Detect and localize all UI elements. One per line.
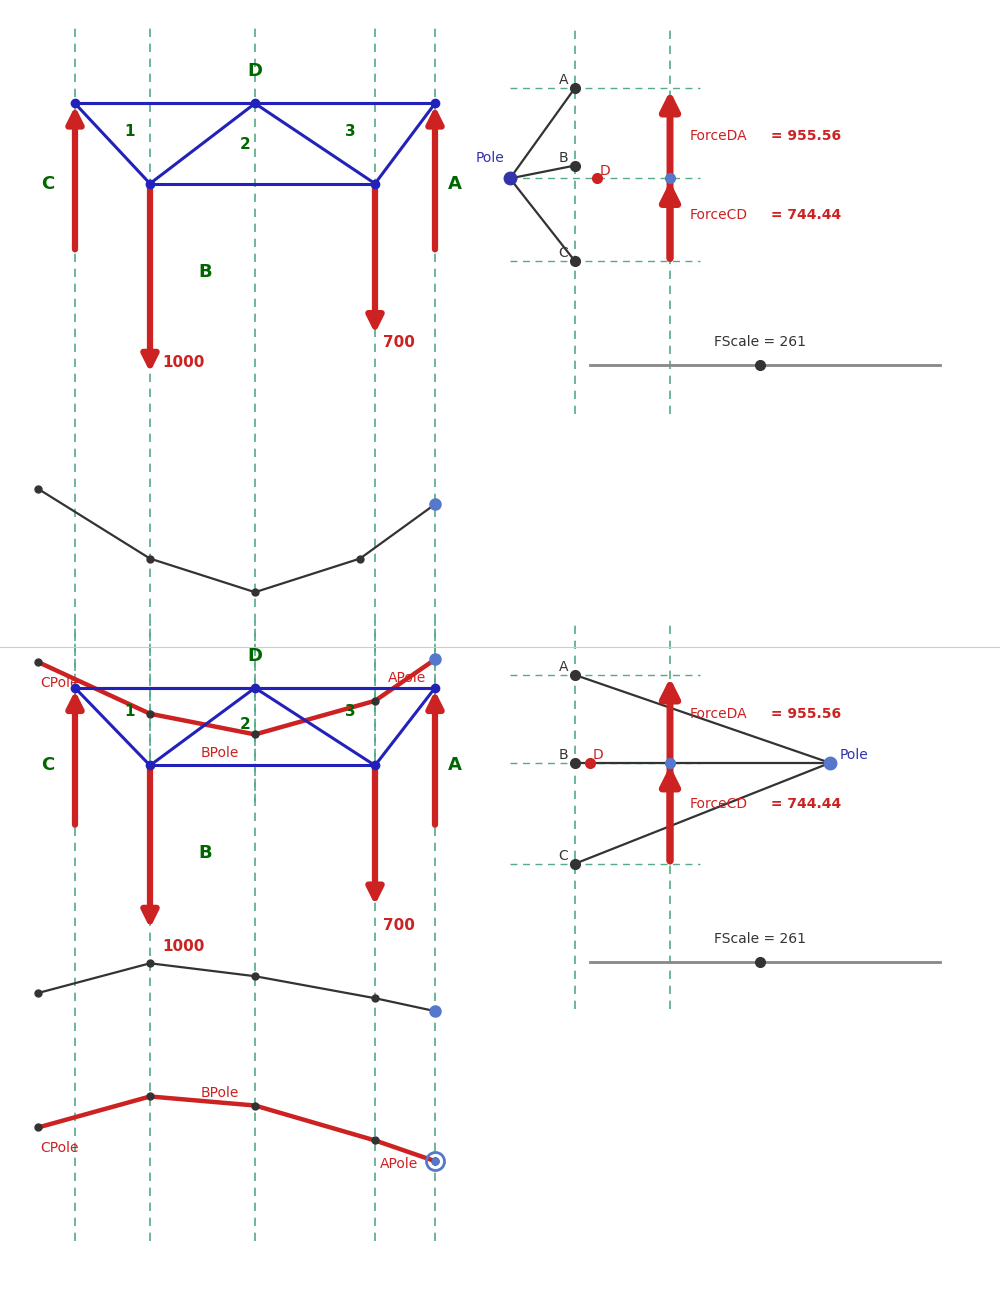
Text: B: B — [558, 749, 568, 762]
Text: BPole: BPole — [201, 746, 239, 759]
Text: = 744.44: = 744.44 — [766, 798, 841, 811]
Text: D: D — [593, 749, 604, 762]
Text: B: B — [198, 262, 212, 281]
Text: ForceCD: ForceCD — [690, 208, 748, 221]
Text: FScale = 261: FScale = 261 — [714, 932, 806, 946]
Text: 1000: 1000 — [162, 354, 204, 370]
Text: ForceDA: ForceDA — [690, 707, 748, 720]
Text: 1: 1 — [125, 124, 135, 140]
Text: Pole: Pole — [840, 749, 869, 762]
Text: B: B — [558, 151, 568, 164]
Text: D: D — [600, 164, 611, 177]
Text: A: A — [448, 756, 462, 775]
Text: BPole: BPole — [201, 1086, 239, 1099]
Text: APole: APole — [388, 671, 426, 684]
Text: CPole: CPole — [40, 676, 78, 689]
Text: D: D — [248, 646, 262, 665]
Text: APole: APole — [380, 1157, 418, 1170]
Text: D: D — [248, 62, 262, 80]
Text: A: A — [558, 74, 568, 87]
Text: C: C — [41, 175, 55, 193]
Text: 700: 700 — [383, 918, 415, 934]
Text: ForceDA: ForceDA — [690, 129, 748, 142]
Text: 1: 1 — [125, 703, 135, 719]
Text: Pole: Pole — [475, 151, 504, 164]
Text: A: A — [558, 661, 568, 674]
Text: 2: 2 — [240, 137, 250, 153]
Text: CPole: CPole — [40, 1142, 78, 1155]
Text: 700: 700 — [383, 335, 415, 350]
Text: = 955.56: = 955.56 — [766, 707, 841, 720]
Text: C: C — [558, 850, 568, 862]
Text: C: C — [558, 247, 568, 260]
Text: A: A — [448, 175, 462, 193]
Text: = 955.56: = 955.56 — [766, 129, 841, 142]
Text: C: C — [41, 756, 55, 775]
Text: ForceCD: ForceCD — [690, 798, 748, 811]
Text: 1000: 1000 — [162, 939, 204, 954]
Text: = 744.44: = 744.44 — [766, 208, 841, 221]
Text: B: B — [198, 844, 212, 862]
Text: 2: 2 — [240, 716, 250, 732]
Text: 3: 3 — [345, 703, 355, 719]
Text: FScale = 261: FScale = 261 — [714, 335, 806, 349]
Text: 3: 3 — [345, 124, 355, 140]
